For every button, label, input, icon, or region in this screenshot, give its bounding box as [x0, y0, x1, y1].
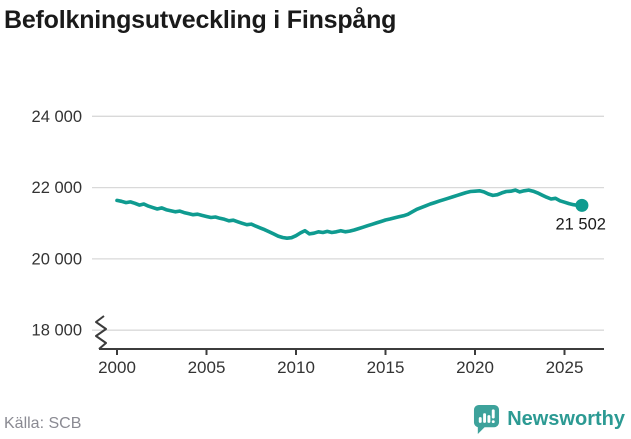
end-point-marker [575, 198, 589, 212]
x-tick-label: 2010 [277, 358, 315, 377]
x-tick-label: 2005 [188, 358, 226, 377]
source-label: Källa: SCB [4, 415, 82, 432]
x-tick-label: 2025 [546, 358, 584, 377]
end-value-label: 21 502 [555, 215, 605, 233]
newsworthy-wordmark: Newsworthy [507, 407, 625, 430]
y-tick-label: 24 000 [32, 108, 82, 126]
x-tick-label: 2000 [98, 358, 136, 377]
x-tick-label: 2015 [367, 358, 405, 377]
x-tick-label: 2020 [456, 358, 494, 377]
y-tick-label: 20 000 [32, 250, 82, 268]
y-tick-label: 22 000 [32, 179, 82, 197]
population-line [115, 188, 580, 240]
chart-title: Befolkningsutveckling i Finspång [4, 6, 397, 34]
newsworthy-logo: Newsworthy [473, 404, 625, 434]
axis-break-icon [95, 315, 107, 350]
y-tick-label: 18 000 [32, 322, 82, 340]
newsworthy-bubble-chart-icon [474, 405, 500, 434]
